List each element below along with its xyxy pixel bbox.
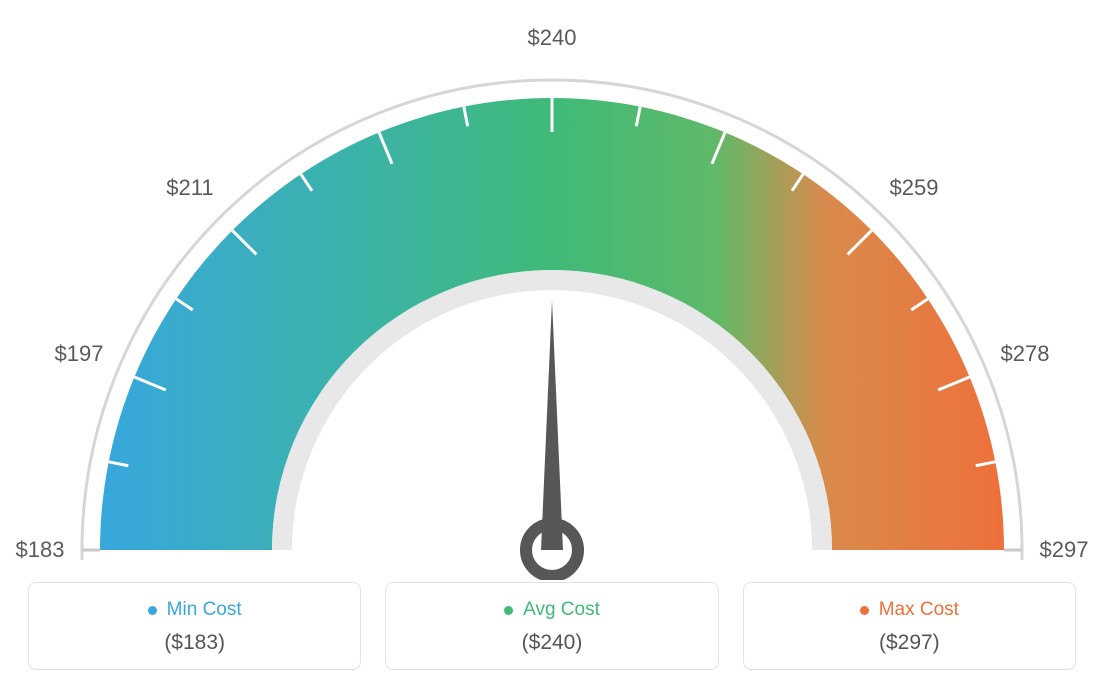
gauge-tick-label: $240: [528, 25, 577, 51]
gauge-tick-label: $211: [166, 175, 213, 201]
gauge-tick-label: $183: [16, 537, 65, 563]
legend-label: Min Cost: [167, 599, 242, 621]
legend-card-max: Max Cost ($297): [743, 582, 1076, 670]
gauge-svg: [22, 10, 1082, 580]
legend-title-min: Min Cost: [148, 599, 242, 621]
legend-value-avg: ($240): [386, 631, 717, 655]
legend-value-min: ($183): [29, 631, 360, 655]
dot-icon: [504, 606, 513, 615]
gauge-tick-label: $259: [890, 175, 939, 201]
legend-title-avg: Avg Cost: [504, 599, 600, 621]
legend-label: Avg Cost: [523, 599, 600, 621]
gauge-tick-label: $278: [1001, 341, 1050, 367]
gauge-tick-label: $197: [54, 341, 103, 367]
legend-row: Min Cost ($183) Avg Cost ($240) Max Cost…: [0, 582, 1104, 670]
legend-label: Max Cost: [879, 599, 959, 621]
legend-title-max: Max Cost: [860, 599, 959, 621]
gauge-tick-label: $297: [1040, 537, 1089, 563]
gauge-chart: $183 $197 $211 $240 $259 $278 $297: [0, 0, 1104, 570]
dot-icon: [148, 606, 157, 615]
legend-card-avg: Avg Cost ($240): [385, 582, 718, 670]
dot-icon: [860, 606, 869, 615]
legend-value-max: ($297): [744, 631, 1075, 655]
legend-card-min: Min Cost ($183): [28, 582, 361, 670]
